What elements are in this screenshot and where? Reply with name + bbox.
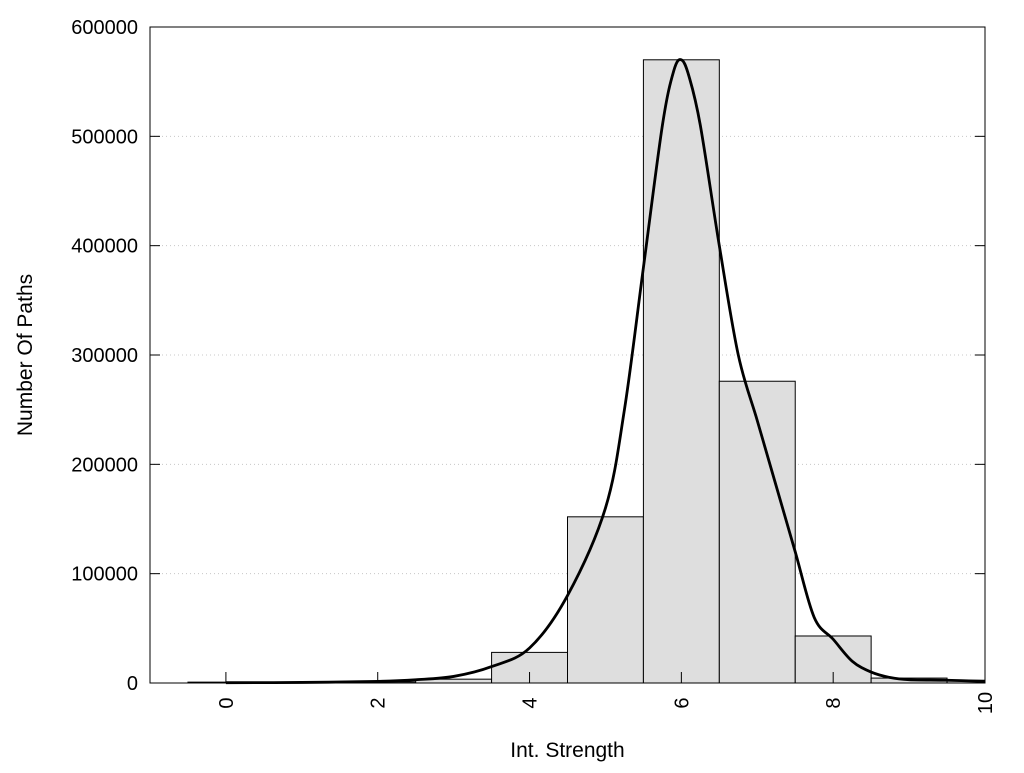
x-tick-label-2: 2: [368, 697, 390, 708]
x-tick-label-10: 10: [975, 692, 997, 714]
fit-curve-line: [225, 58, 986, 685]
x-tick-label-4: 4: [520, 697, 542, 708]
y-tick-label-400000: 400000: [71, 236, 138, 258]
y-tick-label-100000: 100000: [71, 564, 138, 586]
y-axis-title: Number Of Paths: [14, 274, 37, 436]
x-tick-label-8: 8: [823, 697, 845, 708]
bar-6: [642, 59, 720, 684]
x-tick-label-6: 6: [671, 697, 693, 708]
y-tick-label-0: 0: [127, 673, 138, 695]
y-tick-label-500000: 500000: [71, 126, 138, 148]
grid: [150, 135, 985, 575]
y-tick-label-200000: 200000: [71, 454, 138, 476]
x-axis-title: Int. Strength: [510, 739, 624, 762]
bar-5: [567, 516, 644, 684]
bar-7: [718, 380, 796, 684]
fit-curve: [225, 58, 986, 685]
bars: [187, 59, 986, 684]
y-tick-label-300000: 300000: [71, 345, 138, 367]
x-tick-label-0: 0: [216, 697, 238, 708]
x-axis-ticks: 0 2 4 6 8 10: [216, 672, 997, 714]
y-axis-ticks: 0 100000 200000 300000 400000 500000 600000: [71, 17, 985, 695]
y-tick-label-600000: 600000: [71, 17, 138, 39]
